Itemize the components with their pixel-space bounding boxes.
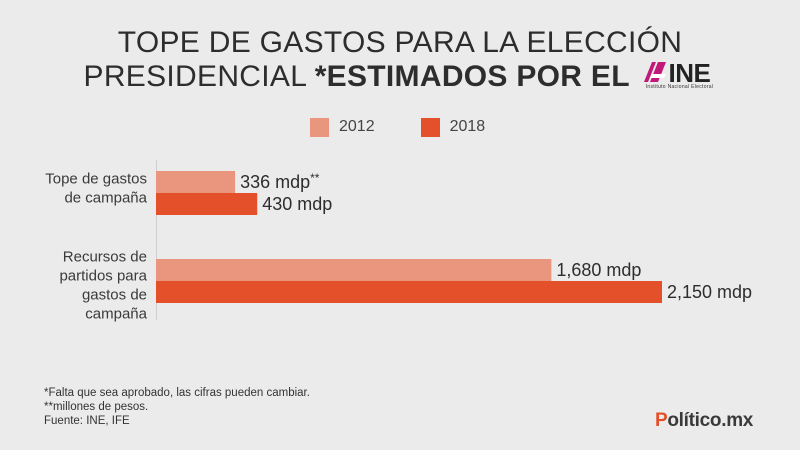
ine-emblem-icon [644,62,667,82]
footnotes: *Falta que sea aprobado, las cifras pued… [44,386,310,428]
bar-2018-0 [156,193,258,215]
brand-logo-rest: olítico.mx [667,410,754,431]
ine-logo-text: INE [668,58,711,88]
title-line-1: TOPE DE GASTOS PARA LA ELECCIÓN [117,26,683,59]
category-label-1: Recursos de partidos para gastos de campaña [59,249,147,323]
legend-item-2018: 2018 [420,117,486,137]
data-label-2012-1: 1,680 mdp [556,260,641,280]
data-label-2018-0: 430 mdp [262,194,332,214]
data-label-2012-0: 336 mdp** [240,171,320,192]
legend-label-2012: 2012 [339,118,375,135]
bar-2012-1 [156,259,552,281]
footnote-1: *Falta que sea aprobado, las cifras pued… [44,387,310,399]
title-line-2: PRESIDENCIAL *ESTIMADOS POR EL INE Insti… [0,60,800,94]
brand-logo: Político.mx [655,410,753,432]
legend-swatch-2012 [310,117,329,137]
footnote-source: Fuente: INE, IFE [44,415,130,427]
legend-label-2018: 2018 [449,118,486,135]
category-label-0: Tope de gastos de campaña [45,171,147,207]
bar-2018-1 [156,281,662,303]
chart-legend: 2012 2018 [310,117,531,137]
bar-2012-0 [156,171,236,193]
ine-logo-subtext: Instituto Nacional Electoral [645,84,714,90]
footnote-2: **millones de pesos. [44,401,149,413]
data-label-2018-1: 2,150 mdp [667,282,752,302]
title-line-2-bold: *ESTIMADOS POR EL [314,60,630,93]
ine-logo: INE Instituto Nacional Electoral [642,60,716,90]
title-line-2-regular: PRESIDENCIAL [83,60,315,93]
chart-title: TOPE DE GASTOS PARA LA ELECCIÓN PRESIDEN… [0,26,800,94]
legend-swatch-2018 [420,117,440,137]
legend-item-2012: 2012 [310,117,375,137]
brand-logo-first: P [655,410,668,431]
